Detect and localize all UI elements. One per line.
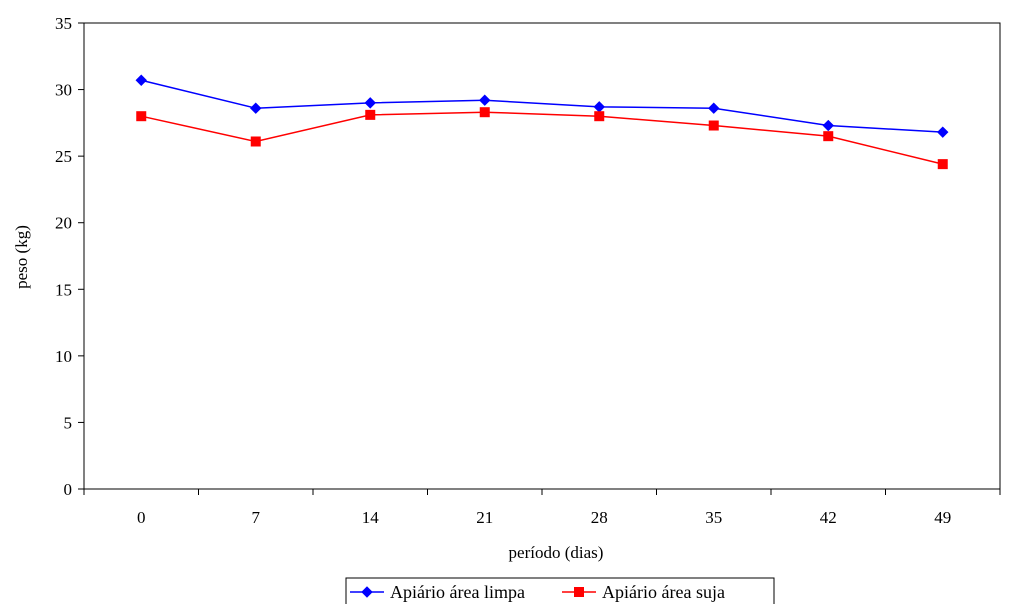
legend: Apiário área limpa Apiário área suja <box>345 577 775 604</box>
x-tick-label: 21 <box>476 508 493 527</box>
legend-marker <box>361 586 373 598</box>
data-point <box>937 159 948 170</box>
data-point <box>250 136 261 147</box>
y-tick-label: 15 <box>55 280 72 299</box>
legend-item: Apiário área suja <box>562 582 725 602</box>
y-tick-label: 30 <box>55 81 72 100</box>
series-line <box>141 111 943 165</box>
plot-border <box>83 22 1001 490</box>
data-point <box>479 107 490 118</box>
x-tick-label: 14 <box>362 508 380 527</box>
legend-item: Apiário área limpa <box>350 582 525 602</box>
data-point <box>135 74 147 86</box>
x-tick-label: 0 <box>137 508 146 527</box>
data-point <box>708 102 720 114</box>
series-layer <box>135 74 949 170</box>
x-tick-label: 7 <box>252 508 261 527</box>
y-axis: 0 5 10 15 20 25 30 35 <box>55 14 84 499</box>
x-axis: 0 7 14 21 28 35 42 49 <box>83 489 1001 527</box>
data-point <box>136 111 147 122</box>
x-tick-label: 49 <box>934 508 951 527</box>
x-axis-title: período (dias) <box>509 543 604 562</box>
legend-label: Apiário área suja <box>602 582 725 602</box>
series-2 <box>136 107 948 170</box>
data-point <box>823 131 834 142</box>
y-tick-label: 20 <box>55 214 72 233</box>
legend-marker <box>574 587 584 597</box>
plot-area <box>83 22 1001 490</box>
x-tick-label: 42 <box>820 508 837 527</box>
y-axis-title: peso (kg) <box>12 225 31 289</box>
y-tick-label: 0 <box>64 480 73 499</box>
x-tick-label: 28 <box>591 508 608 527</box>
data-point <box>708 120 719 131</box>
data-point <box>364 97 376 109</box>
data-point <box>479 94 491 106</box>
data-point <box>822 119 834 132</box>
series-line <box>141 79 943 133</box>
y-tick-label: 25 <box>55 147 72 166</box>
legend-box <box>345 577 775 604</box>
data-point <box>594 111 605 122</box>
legend-label: Apiário área limpa <box>390 582 525 602</box>
data-point <box>250 102 262 114</box>
y-tick-label: 35 <box>55 14 72 33</box>
x-tick-label: 35 <box>705 508 722 527</box>
series-1 <box>135 74 949 138</box>
y-tick-label: 5 <box>64 413 73 432</box>
data-point <box>365 109 376 120</box>
y-tick-label: 10 <box>55 347 72 366</box>
data-point <box>937 126 949 138</box>
